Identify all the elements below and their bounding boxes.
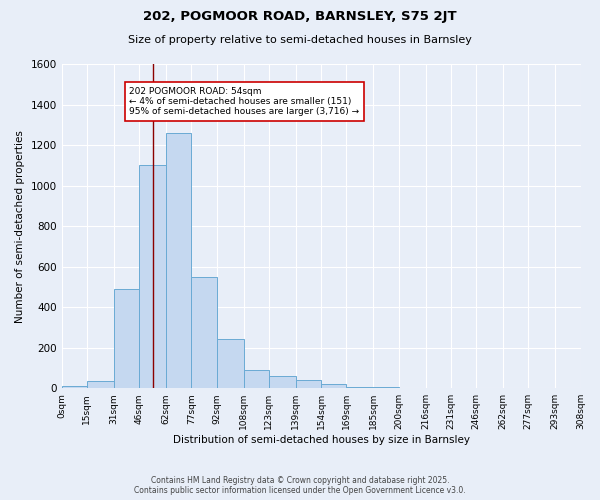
Bar — [217, 338, 244, 388]
Bar — [166, 133, 191, 388]
Text: 202, POGMOOR ROAD, BARNSLEY, S75 2JT: 202, POGMOOR ROAD, BARNSLEY, S75 2JT — [143, 10, 457, 23]
Text: 202 POGMOOR ROAD: 54sqm
← 4% of semi-detached houses are smaller (151)
95% of se: 202 POGMOOR ROAD: 54sqm ← 4% of semi-det… — [129, 86, 359, 117]
Bar — [296, 380, 321, 388]
Bar — [191, 277, 217, 388]
Bar — [321, 384, 346, 388]
X-axis label: Distribution of semi-detached houses by size in Barnsley: Distribution of semi-detached houses by … — [173, 435, 470, 445]
Bar — [269, 376, 296, 388]
Bar — [114, 289, 139, 388]
Bar — [139, 166, 166, 388]
Bar — [87, 381, 114, 388]
Text: Size of property relative to semi-detached houses in Barnsley: Size of property relative to semi-detach… — [128, 35, 472, 45]
Bar — [244, 370, 269, 388]
Text: Contains HM Land Registry data © Crown copyright and database right 2025.
Contai: Contains HM Land Registry data © Crown c… — [134, 476, 466, 495]
Bar — [346, 386, 373, 388]
Bar — [62, 386, 87, 388]
Y-axis label: Number of semi-detached properties: Number of semi-detached properties — [15, 130, 25, 322]
Bar — [373, 387, 398, 388]
